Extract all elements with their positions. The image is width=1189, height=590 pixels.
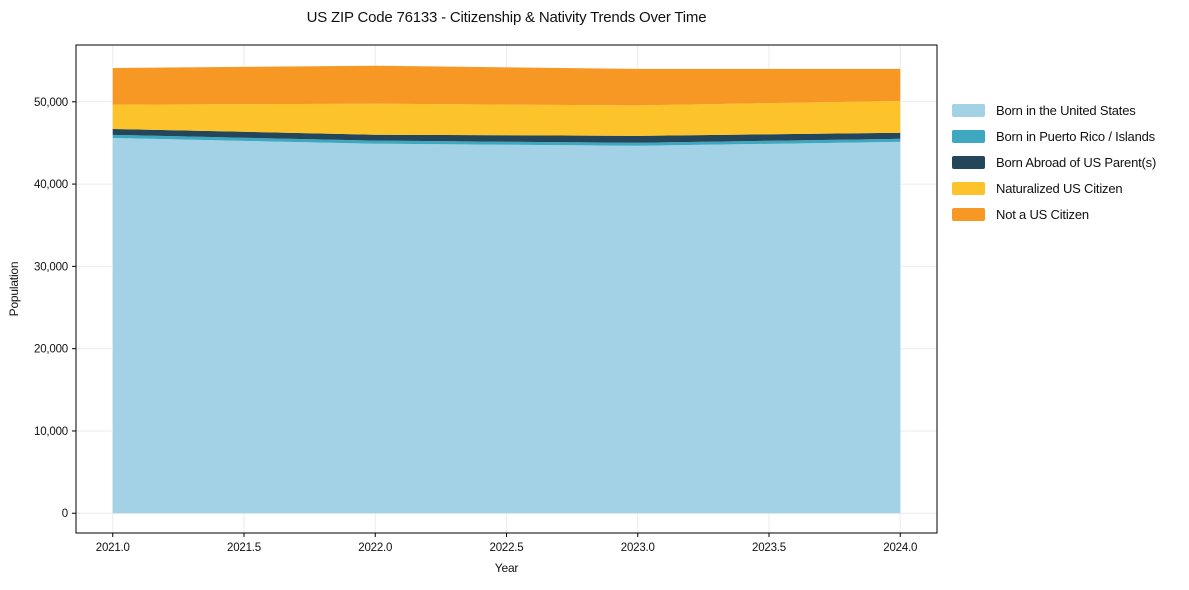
y-tick-label: 40,000 <box>34 179 68 191</box>
x-tick-label: 2022.0 <box>358 542 392 554</box>
legend-label: Born in the United States <box>996 103 1136 118</box>
area-naturalized-us-citizen <box>112 100 901 136</box>
legend: Born in the United States Born in Puerto … <box>952 103 1156 233</box>
legend-item-born-in-puerto-rico-islands: Born in Puerto Rico / Islands <box>952 129 1156 144</box>
y-axis-label: Population <box>7 261 21 317</box>
chart-title: US ZIP Code 76133 - Citizenship & Nativi… <box>306 9 707 26</box>
area-not-a-us-citizen <box>112 65 901 106</box>
legend-item-not-a-us-citizen: Not a US Citizen <box>952 207 1156 222</box>
legend-swatch <box>952 182 985 195</box>
legend-swatch <box>952 130 985 143</box>
x-tick-label: 2021.5 <box>227 542 261 554</box>
legend-label: Born Abroad of US Parent(s) <box>996 155 1157 170</box>
legend-item-born-abroad-of-us-parent-s: Born Abroad of US Parent(s) <box>952 155 1156 170</box>
legend-swatch <box>952 104 985 117</box>
y-tick-label: 10,000 <box>34 426 68 438</box>
legend-swatch <box>952 208 985 221</box>
area-born-abroad-of-us-parent-s <box>112 128 901 143</box>
x-axis-label: Year <box>494 561 519 575</box>
y-tick-label: 30,000 <box>34 261 68 273</box>
legend-swatch <box>952 156 985 169</box>
legend-item-naturalized-us-citizen: Naturalized US Citizen <box>952 181 1156 196</box>
x-tick-label: 2023.5 <box>752 542 786 554</box>
x-tick-label: 2021.0 <box>96 542 130 554</box>
legend-label: Born in Puerto Rico / Islands <box>996 129 1155 144</box>
legend-item-born-in-the-united-states: Born in the United States <box>952 103 1156 118</box>
y-tick-label: 0 <box>62 508 68 520</box>
x-tick-label: 2023.0 <box>621 542 655 554</box>
legend-label: Naturalized US Citizen <box>996 181 1123 196</box>
area-born-in-the-united-states <box>112 137 901 514</box>
x-tick-label: 2024.0 <box>883 542 917 554</box>
y-tick-label: 50,000 <box>34 97 68 109</box>
area-born-in-puerto-rico-islands <box>112 134 901 146</box>
x-tick-label: 2022.5 <box>490 542 524 554</box>
legend-label: Not a US Citizen <box>996 207 1089 222</box>
y-tick-label: 20,000 <box>34 344 68 356</box>
